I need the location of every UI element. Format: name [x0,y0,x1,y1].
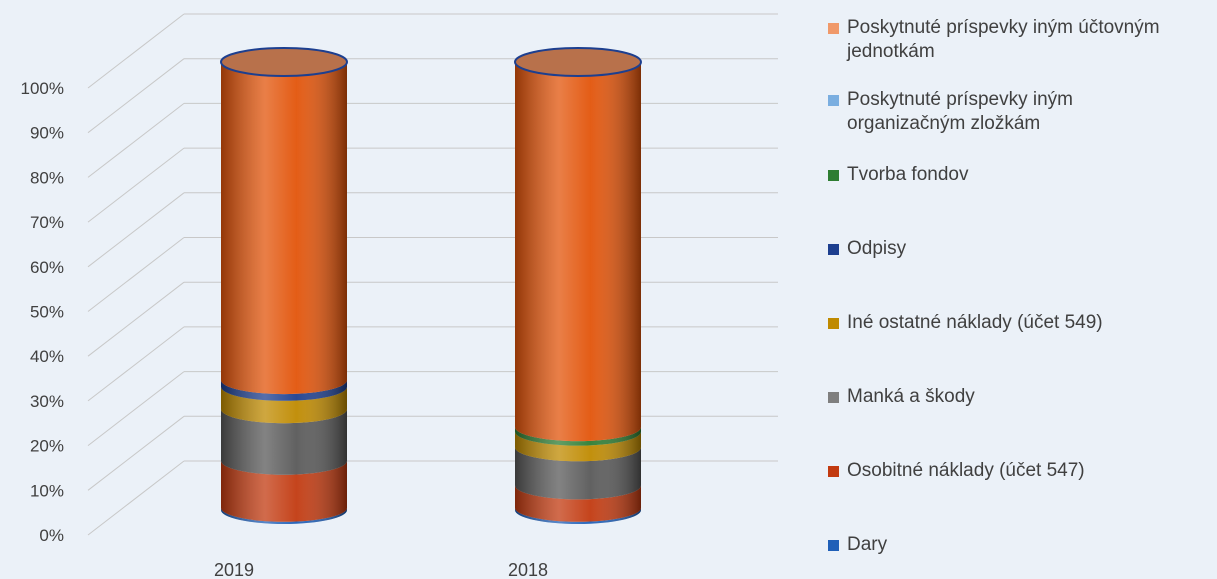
y-tick-label: 100% [21,79,64,98]
legend-label: Iné ostatné náklady (účet 549) [847,312,1103,333]
legend-label: Osobitné náklady (účet 547) [847,460,1085,481]
bars [220,47,642,524]
legend-item: Poskytnuté príspevky iným organizačným zl… [828,88,1213,136]
bar-segment-poskytnute-prispevky-inym-uctovnym-jednotkam-2018 [515,62,641,442]
gridline-side [87,460,185,536]
gridline-side [87,147,185,223]
gridline-side [87,192,185,268]
y-tick-label: 40% [30,347,64,366]
legend-label: Poskytnuté príspevky iným účtovným jednot… [847,17,1160,62]
legend-swatch [828,466,839,477]
legend-label: Poskytnuté príspevky iným organizačným zl… [847,89,1073,134]
legend-label: Tvorba fondov [847,164,969,185]
y-tick-label: 80% [30,168,64,187]
y-tick-label: 20% [30,437,64,456]
x-tick-label-2018: 2018 [508,560,548,579]
gridline-side [87,281,185,357]
legend-swatch [828,170,839,181]
y-tick-label: 60% [30,258,64,277]
bar-segment-poskytnute-prispevky-inym-uctovnym-jednotkam-2019 [221,62,347,395]
y-tick-label: 0% [39,526,64,545]
bar-segment-dary-2019 [221,507,347,524]
legend-item: Iné ostatné náklady (účet 549) [828,311,1213,335]
x-tick-label-2019: 2019 [214,560,254,579]
y-tick-label: 70% [30,213,64,232]
x-axis: 2019 2018 [214,560,548,579]
gridline-side [87,415,185,491]
legend-swatch [828,540,839,551]
legend-swatch [828,95,839,106]
legend-swatch [828,318,839,329]
legend-label: Dary [847,534,888,555]
bar-top-cap-2018 [514,47,642,77]
legend-item: Tvorba fondov [828,163,1213,187]
gridline-side [87,326,185,402]
bar-segment-osobitne-naklady-ucet-547-2019 [221,460,347,522]
y-tick-label: 90% [30,124,64,143]
gridline-side [87,371,185,446]
legend-swatch [828,392,839,403]
y-tick-label: 50% [30,303,64,322]
gridline-side [87,58,185,134]
gridlines [87,13,778,536]
legend-swatch [828,23,839,34]
legend-item: Dary [828,533,1213,557]
bar-segment-ine-ostatne-naklady-ucet-549-2018 [515,431,641,462]
bar-segment-tvorba-fondov-2018 [515,427,641,446]
bar-segment-odpisy-2019 [221,380,347,401]
gridline-side [87,13,185,89]
bar-segment-osobitne-naklady-ucet-547-2018 [515,485,641,522]
legend-label: Manká a škody [847,386,975,407]
legend-item: Osobitné náklady (účet 547) [828,459,1213,483]
bar-segment-ine-ostatne-naklady-ucet-549-2019 [221,386,347,424]
y-tick-label: 10% [30,481,64,500]
bar-segment-manka-a-skody-2018 [515,447,641,500]
y-tick-label: 30% [30,392,64,411]
legend-item: Manká a škody [828,385,1213,409]
legend-item: Odpisy [828,237,1213,261]
legend-item: Poskytnuté príspevky iným účtovným jednot… [828,16,1213,64]
bar-segment-manka-a-skody-2019 [221,409,347,475]
legend-label: Odpisy [847,238,907,259]
gridline-side [87,103,185,178]
bar-top-cap-2019 [220,47,348,77]
gridline-side [87,237,185,312]
bar-segment-dary-2018 [515,507,641,524]
chart-plot-area: 0%10%20%30%40%50%60%70%80%90%100% 2019 20… [21,13,778,579]
legend-swatch [828,244,839,255]
y-axis: 0% 10% 20% 30% 40% 50% 60% 70% 80% 90% 100% [21,79,64,545]
